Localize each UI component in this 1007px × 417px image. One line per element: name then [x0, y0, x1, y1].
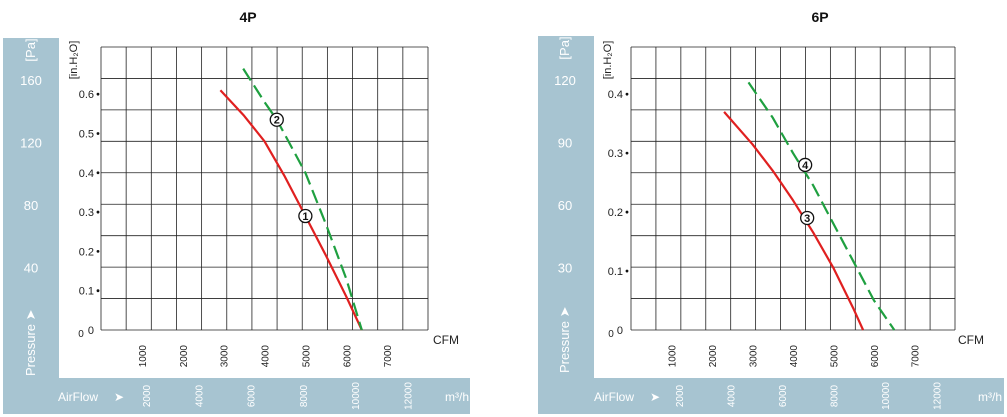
- m3h-tick-label: 4000: [727, 384, 738, 407]
- y-tick-mark: [96, 171, 100, 175]
- y-axis-unit: [in.H₂O]: [68, 41, 80, 80]
- x-axis-unit: CFM: [433, 333, 459, 347]
- y-tick-label: 0.3: [608, 148, 623, 160]
- y-tick-mark: [625, 151, 629, 155]
- pa-tick-label: 40: [24, 261, 38, 276]
- curve-series: [242, 68, 363, 331]
- y-tick-mark: [96, 249, 100, 253]
- x-tick-label: 4000: [789, 345, 800, 368]
- m3h-tick-label: 10000: [881, 382, 892, 410]
- x-tick-label: 7000: [911, 345, 922, 368]
- x-tick-label: 3000: [749, 345, 760, 368]
- pa-tick-label: 160: [20, 73, 42, 88]
- y-tick-label: 0.1: [79, 286, 94, 298]
- m3h-tick-label: 6000: [778, 384, 789, 407]
- y-axis-unit: [in.H₂O]: [602, 41, 614, 80]
- y-tick-label: 0.6: [79, 89, 94, 101]
- x-tick-label: 6000: [342, 345, 353, 368]
- m3h-axis-unit: m³/h: [978, 390, 1002, 404]
- pa-tick-label: 120: [20, 136, 42, 151]
- curve-marker-label: 2: [274, 115, 280, 127]
- pressure-axis-strip: [538, 36, 594, 378]
- airflow-arrow: ➤: [114, 390, 124, 404]
- pa-tick-label: 80: [24, 198, 38, 213]
- y-tick-label: 0: [88, 325, 94, 337]
- airflow-arrow: ➤: [650, 390, 660, 404]
- y-tick-label: 0.2: [79, 246, 94, 258]
- m3h-tick-label: 2000: [675, 384, 686, 407]
- x-tick-label: 2000: [708, 345, 719, 368]
- pa-tick-label: 60: [558, 198, 572, 213]
- m3h-tick-label: 6000: [247, 384, 258, 407]
- x-tick-label: 4000: [261, 345, 272, 368]
- y-tick-mark: [96, 132, 100, 135]
- m3h-tick-label: 12000: [404, 382, 415, 410]
- y-tick-label: 0.4: [79, 168, 94, 180]
- y-tick-label: 0.5: [79, 128, 94, 140]
- curve-series: [723, 111, 865, 331]
- m3h-tick-label: 10000: [351, 382, 362, 410]
- pa-axis-unit: [Pa]: [23, 38, 38, 61]
- y-tick-mark: [96, 289, 100, 293]
- m3h-tick-label: 8000: [830, 384, 841, 407]
- m3h-tick-label: 4000: [194, 384, 205, 407]
- curve-marker-label: 4: [802, 160, 809, 172]
- curve-marker-label: 1: [302, 211, 308, 223]
- airflow-axis-label: AirFlow: [594, 390, 634, 404]
- y-tick-label: 0.3: [79, 207, 94, 219]
- x-tick-label: 6000: [870, 345, 881, 368]
- plot-grid: [630, 46, 956, 331]
- y-tick-mark: [625, 210, 629, 214]
- y-tick-mark: [96, 92, 100, 96]
- airflow-axis-strip: [3, 378, 470, 414]
- curve-series: [219, 89, 363, 331]
- x-tick-label: 7000: [383, 345, 394, 368]
- curve-marker-label: 3: [804, 213, 810, 225]
- x-tick-label: 1000: [138, 345, 149, 368]
- curve-marker-circle: [798, 157, 813, 173]
- x-tick-label: 3000: [220, 345, 231, 368]
- pa-tick-label: 90: [558, 136, 572, 151]
- x-tick-label: 5000: [830, 345, 841, 368]
- chart-title: 6P: [811, 9, 828, 25]
- airflow-axis-strip: [538, 378, 1004, 414]
- pa-tick-label: 120: [554, 73, 576, 88]
- pressure-axis-label: Pressure ➤: [557, 306, 572, 373]
- chart-6p: 6P 00.10.20.30.4[in.H₂O]306090120[Pa]Pre…: [538, 9, 1004, 414]
- airflow-axis-label: AirFlow: [58, 390, 98, 404]
- pa-axis-unit: [Pa]: [557, 36, 572, 59]
- y-zero-label: 0: [608, 329, 614, 340]
- pressure-axis-label: Pressure ➤: [23, 309, 38, 376]
- m3h-tick-label: 8000: [299, 384, 310, 407]
- y-tick-mark: [625, 269, 629, 273]
- m3h-axis-unit: m³/h: [445, 390, 469, 404]
- curve-marker-circle: [269, 112, 284, 127]
- pressure-axis-strip: [3, 38, 59, 378]
- curve-series: [747, 81, 896, 331]
- m3h-tick-label: 12000: [933, 382, 944, 410]
- x-tick-label: 5000: [301, 345, 312, 368]
- pa-tick-label: 30: [558, 261, 572, 276]
- y-zero-label: 0: [78, 329, 84, 340]
- x-axis-unit: CFM: [958, 333, 984, 347]
- curve-marker-circle: [800, 210, 815, 226]
- chart-4p: 4P 00.10.20.30.40.50.6[in.H₂O]4080120160…: [3, 9, 470, 414]
- x-tick-label: 1000: [668, 345, 679, 368]
- x-tick-label: 2000: [179, 345, 190, 368]
- m3h-tick-label: 2000: [142, 384, 153, 407]
- y-tick-mark: [96, 210, 100, 214]
- y-tick-mark: [625, 92, 629, 96]
- y-tick-label: 0.2: [608, 207, 623, 219]
- y-tick-label: 0: [617, 325, 623, 337]
- y-tick-label: 0.4: [608, 89, 623, 101]
- curve-marker-circle: [298, 208, 313, 224]
- chart-title: 4P: [239, 9, 256, 25]
- y-tick-label: 0.1: [608, 266, 623, 278]
- plot-grid: [100, 46, 429, 331]
